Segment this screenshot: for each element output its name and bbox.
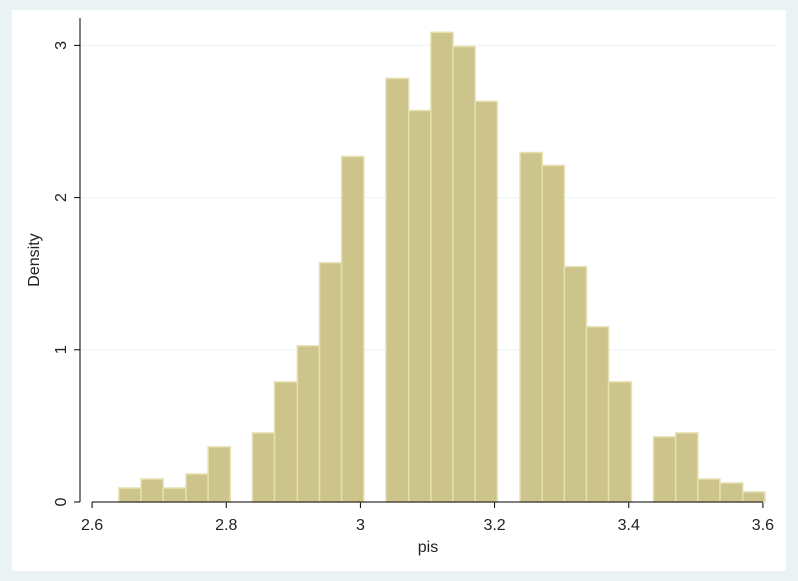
bar xyxy=(474,100,499,503)
bar xyxy=(251,432,276,503)
bar xyxy=(385,77,410,503)
bar xyxy=(185,473,209,503)
bar xyxy=(607,381,633,503)
x-tick-label: 3.6 xyxy=(752,517,774,534)
bar xyxy=(318,261,343,503)
bar xyxy=(652,436,677,503)
y-tick-label: 3 xyxy=(53,41,70,50)
bar xyxy=(519,151,543,503)
bar xyxy=(118,487,142,503)
bar xyxy=(273,381,299,503)
y-tick-label: 2 xyxy=(53,193,70,202)
x-tick-label: 3.4 xyxy=(618,517,640,534)
x-tick-label: 3 xyxy=(356,517,365,534)
bar xyxy=(719,482,744,503)
x-tick-label: 3.2 xyxy=(483,517,505,534)
x-tick-label: 2.6 xyxy=(81,517,103,534)
bar xyxy=(697,478,721,503)
bar xyxy=(585,326,610,503)
bar xyxy=(674,432,699,503)
bar xyxy=(563,265,588,503)
bar xyxy=(162,487,187,503)
bar xyxy=(742,491,766,503)
bar xyxy=(541,164,566,503)
bar xyxy=(140,478,164,503)
x-tick-label: 2.8 xyxy=(215,517,237,534)
x-axis-title: pis xyxy=(418,539,438,556)
bar xyxy=(296,345,321,503)
y-axis-title: Density xyxy=(26,233,43,286)
bar xyxy=(340,155,365,503)
bar xyxy=(452,45,476,503)
y-tick-label: 0 xyxy=(53,497,70,506)
y-tick-label: 1 xyxy=(53,345,70,354)
bar xyxy=(430,31,454,503)
bar xyxy=(207,446,232,503)
bar xyxy=(407,109,432,503)
